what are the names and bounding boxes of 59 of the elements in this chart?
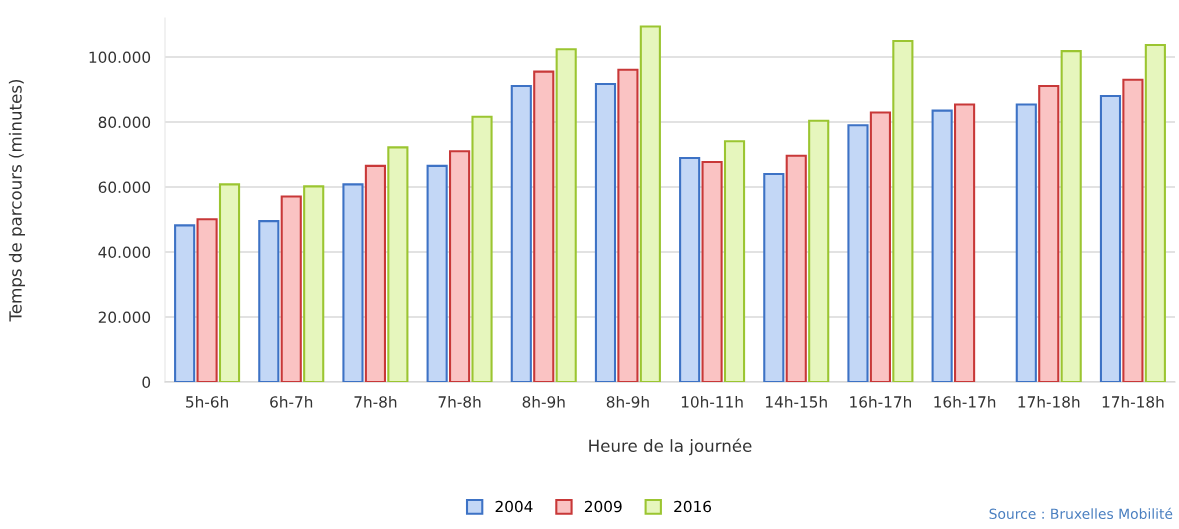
bar bbox=[701, 160, 723, 382]
bar bbox=[954, 103, 976, 382]
y-tick-label: 60.000 bbox=[98, 181, 151, 194]
bar bbox=[1144, 43, 1166, 382]
bar bbox=[1060, 50, 1082, 382]
legend-label: 2016 bbox=[674, 500, 712, 513]
x-tick-label: 7h-8h bbox=[438, 395, 481, 408]
bar bbox=[1099, 94, 1122, 382]
y-tick-label: 80.000 bbox=[98, 116, 151, 129]
x-tick-label: 6h-7h bbox=[270, 395, 313, 408]
bar bbox=[594, 82, 617, 382]
x-tick-label: 17h-18h bbox=[1018, 395, 1080, 408]
bar bbox=[174, 224, 196, 382]
y-tick-label: 0 bbox=[142, 376, 151, 389]
bar bbox=[303, 185, 325, 382]
x-tick-label: 7h-8h bbox=[354, 395, 397, 408]
source-note: Source : Bruxelles Mobilité bbox=[989, 507, 1173, 520]
bar bbox=[280, 195, 302, 382]
x-tick-label: 17h-18h bbox=[1102, 395, 1164, 408]
bar bbox=[258, 220, 280, 382]
legend-label: 2009 bbox=[584, 500, 622, 513]
bar bbox=[931, 109, 953, 382]
bar bbox=[723, 140, 746, 382]
bar bbox=[869, 111, 891, 382]
bar bbox=[1122, 78, 1144, 382]
x-tick-label: 16h-17h bbox=[850, 395, 911, 408]
bar bbox=[639, 25, 661, 382]
bar bbox=[847, 124, 869, 382]
bar bbox=[1015, 103, 1037, 382]
x-tick-label: 5h-6h bbox=[186, 395, 228, 408]
bar bbox=[364, 164, 386, 382]
bar bbox=[785, 154, 807, 382]
bar bbox=[342, 183, 364, 382]
x-axis-title: Heure de la journée bbox=[589, 438, 752, 456]
bar bbox=[387, 146, 409, 382]
bar bbox=[196, 218, 218, 382]
bar bbox=[892, 40, 914, 382]
legend-label: 2004 bbox=[495, 500, 533, 513]
x-tick-label: 14h-15h bbox=[766, 395, 827, 408]
bar bbox=[617, 68, 639, 382]
x-tick-label: 8h-9h bbox=[606, 395, 649, 408]
x-tick-label: 8h-9h bbox=[522, 395, 565, 408]
bar bbox=[426, 164, 448, 382]
bar bbox=[471, 115, 493, 382]
bar bbox=[533, 70, 555, 382]
x-tick-label: 16h-17h bbox=[934, 395, 996, 408]
bar bbox=[218, 183, 241, 382]
bar bbox=[449, 150, 471, 382]
y-axis-title: Temps de parcours (minutes) bbox=[8, 79, 25, 322]
bar bbox=[679, 157, 701, 382]
bar bbox=[808, 119, 830, 382]
x-tick-label: 10h-11h bbox=[681, 395, 743, 408]
bar bbox=[763, 172, 785, 382]
y-tick-label: 40.000 bbox=[98, 246, 151, 259]
y-tick-label: 100.000 bbox=[89, 51, 151, 64]
y-tick-label: 20.000 bbox=[98, 311, 151, 324]
bar bbox=[1038, 84, 1060, 382]
bar bbox=[510, 84, 532, 382]
bar bbox=[555, 48, 577, 382]
